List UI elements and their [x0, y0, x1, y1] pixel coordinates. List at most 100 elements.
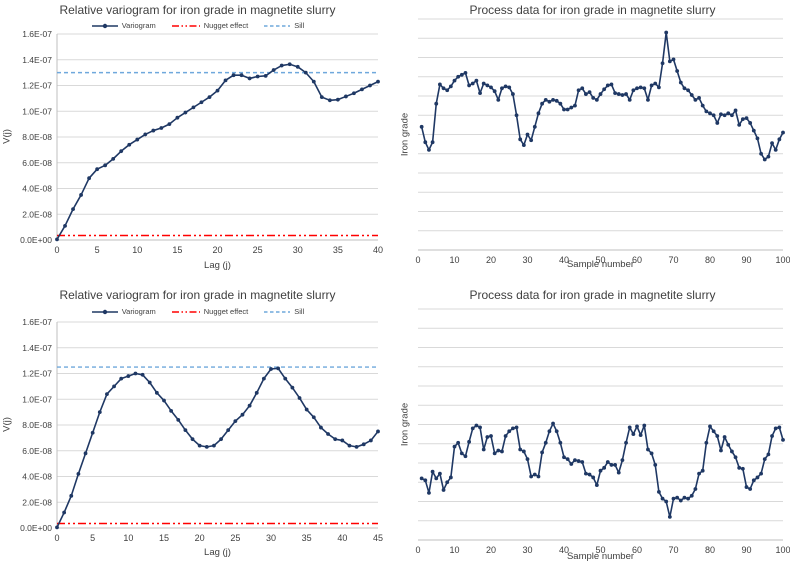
svg-text:50: 50: [595, 255, 605, 265]
svg-text:30: 30: [522, 545, 532, 555]
svg-text:6.0E-08: 6.0E-08: [22, 446, 52, 456]
svg-text:5: 5: [95, 245, 100, 255]
chart-title: Process data for iron grade in magnetite…: [469, 3, 716, 17]
chart-title: Process data for iron grade in magnetite…: [469, 288, 716, 302]
legend-item-sill: Sill: [263, 307, 304, 316]
x-axis-label: Lag (j): [204, 547, 231, 558]
chart-title: Relative variogram for iron grade in mag…: [59, 3, 336, 17]
svg-text:0: 0: [415, 255, 420, 265]
svg-text:40: 40: [337, 533, 347, 543]
nugget-line-icon: [171, 24, 200, 27]
svg-text:70: 70: [668, 545, 678, 555]
svg-text:15: 15: [172, 245, 182, 255]
svg-text:1.0E-07: 1.0E-07: [22, 106, 52, 116]
legend: Variogram Nugget effect Sill: [0, 21, 395, 30]
svg-text:20: 20: [486, 255, 496, 265]
svg-text:6.0E-08: 6.0E-08: [22, 158, 52, 168]
svg-text:80: 80: [705, 545, 715, 555]
svg-text:20: 20: [212, 245, 222, 255]
legend-label: Variogram: [121, 307, 156, 316]
svg-text:100: 100: [775, 255, 790, 265]
plot-area: 0 10 20 30 40 50 60 70 80 90 100: [415, 18, 790, 265]
svg-text:80: 80: [705, 255, 715, 265]
process-chart-1: Process data for iron grade in magnetite…: [395, 0, 790, 280]
svg-text:2.0E-08: 2.0E-08: [22, 209, 52, 219]
legend-label: Nugget effect: [203, 21, 249, 30]
y-axis-label: V(j): [1, 129, 13, 144]
svg-text:4.0E-08: 4.0E-08: [22, 184, 52, 194]
process-chart-2: Process data for iron grade in magnetite…: [395, 280, 790, 561]
svg-text:20: 20: [486, 545, 496, 555]
legend-item-nugget: Nugget effect: [171, 21, 248, 30]
svg-text:100: 100: [775, 545, 790, 555]
chart-title: Relative variogram for iron grade in mag…: [59, 288, 336, 302]
sill-line-icon: [264, 24, 291, 27]
svg-text:40: 40: [559, 545, 569, 555]
svg-text:50: 50: [595, 545, 605, 555]
svg-text:60: 60: [632, 255, 642, 265]
variogram-chart-1: Relative variogram for iron grade in mag…: [0, 0, 395, 280]
svg-text:30: 30: [293, 245, 303, 255]
variogram-chart-2: Relative variogram for iron grade in mag…: [0, 280, 395, 561]
svg-text:1.2E-07: 1.2E-07: [22, 81, 52, 91]
svg-text:1.2E-07: 1.2E-07: [22, 369, 52, 379]
legend-label: Nugget effect: [203, 307, 249, 316]
x-axis-label: Sample number: [566, 551, 635, 561]
svg-text:20: 20: [195, 533, 205, 543]
svg-text:45: 45: [373, 533, 383, 543]
y-axis-label: V(j): [1, 417, 13, 432]
variogram-line-icon: [91, 23, 118, 28]
variogram-line-icon: [91, 309, 118, 314]
legend-item-variogram: Variogram: [91, 307, 156, 316]
legend-item-sill: Sill: [263, 21, 304, 30]
legend-label: Variogram: [121, 21, 156, 30]
svg-text:40: 40: [373, 245, 383, 255]
svg-text:10: 10: [449, 255, 459, 265]
svg-text:0.0E+00: 0.0E+00: [20, 523, 52, 533]
svg-text:15: 15: [159, 533, 169, 543]
svg-text:10: 10: [123, 533, 133, 543]
legend-item-variogram: Variogram: [91, 21, 156, 30]
svg-text:0: 0: [54, 245, 59, 255]
svg-text:1.4E-07: 1.4E-07: [22, 343, 52, 353]
svg-text:8.0E-08: 8.0E-08: [22, 420, 52, 430]
plot-area: 0 10 20 30 40 50 60 70 80 90 100: [415, 308, 790, 555]
svg-text:10: 10: [449, 545, 459, 555]
svg-text:90: 90: [741, 255, 751, 265]
svg-text:35: 35: [333, 245, 343, 255]
svg-text:2.0E-08: 2.0E-08: [22, 497, 52, 507]
svg-text:4.0E-08: 4.0E-08: [22, 472, 52, 482]
legend: Variogram Nugget effect Sill: [0, 307, 395, 316]
legend-label: Sill: [294, 21, 305, 30]
svg-text:25: 25: [253, 245, 263, 255]
svg-text:35: 35: [302, 533, 312, 543]
svg-text:40: 40: [559, 255, 569, 265]
plot-area: 0.0E+00 2.0E-08 4.0E-08 6.0E-08 8.0E-08 1.0E-…: [20, 317, 383, 543]
svg-text:1.0E-07: 1.0E-07: [22, 394, 52, 404]
svg-text:0.0E+00: 0.0E+00: [20, 235, 52, 245]
svg-text:1.4E-07: 1.4E-07: [22, 55, 52, 65]
x-axis-label: Lag (j): [204, 260, 231, 271]
legend-label: Sill: [294, 307, 305, 316]
svg-text:1.6E-07: 1.6E-07: [22, 29, 52, 39]
svg-text:70: 70: [668, 255, 678, 265]
svg-text:30: 30: [266, 533, 276, 543]
svg-text:25: 25: [230, 533, 240, 543]
svg-text:60: 60: [632, 545, 642, 555]
nugget-line-icon: [171, 310, 200, 313]
svg-text:0: 0: [54, 533, 59, 543]
svg-text:1.6E-07: 1.6E-07: [22, 317, 52, 327]
svg-text:90: 90: [741, 545, 751, 555]
y-axis-label: Iron grade: [399, 112, 411, 157]
svg-text:0: 0: [415, 545, 420, 555]
x-axis-label: Sample number: [566, 259, 635, 270]
svg-text:30: 30: [522, 255, 532, 265]
y-axis-label: Iron grade: [399, 402, 411, 447]
sill-line-icon: [264, 310, 291, 313]
plot-area: 0.0E+00 2.0E-08 4.0E-08 6.0E-08 8.0E-08 1.0E-…: [20, 29, 383, 255]
legend-item-nugget: Nugget effect: [171, 307, 248, 316]
svg-text:5: 5: [90, 533, 95, 543]
svg-text:8.0E-08: 8.0E-08: [22, 132, 52, 142]
